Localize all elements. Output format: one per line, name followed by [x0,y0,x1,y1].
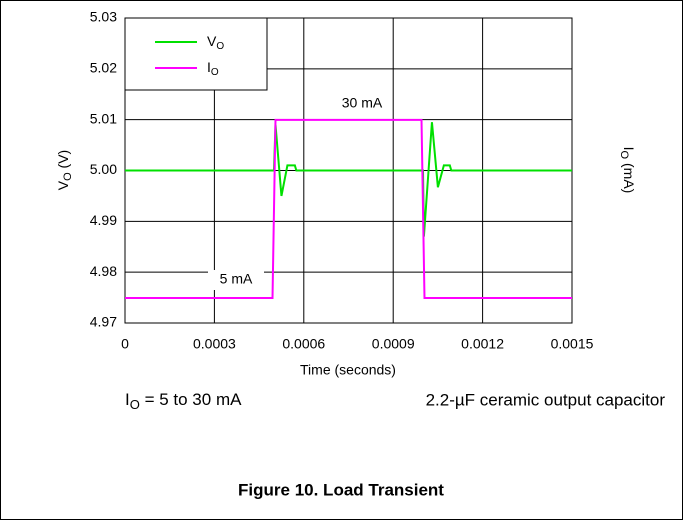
x-axis-label: Time (seconds) [300,362,396,378]
caption: Figure 10. Load Transient [238,480,444,499]
y2-label-rest: (mA) [621,159,637,193]
y2-label-sub: O [618,151,630,160]
x-tick-label: 0.0003 [193,336,236,352]
x-tick-label: 0.0015 [551,336,594,352]
y-tick-label: 5.02 [90,60,117,76]
annotation-bg [208,270,264,290]
x-tick-label: 0.0012 [461,336,504,352]
y-tick-label: 5.00 [90,161,117,177]
condition-left: IO = 5 to 30 mA [125,390,242,412]
annotation: 30 mA [342,95,383,111]
series-line [125,118,572,300]
legend-label: VO [207,33,224,52]
condition-right: 2.2-µF ceramic output capacitor [426,390,666,409]
y-label-main: V [55,180,71,190]
y-label-sub: O [62,172,74,181]
legend-box [124,17,268,91]
y2-axis-label: IO (mA) [618,147,637,194]
cond-rest: = 5 to 30 mA [140,390,242,409]
legend-name: I [207,59,211,75]
annotation: 5 mA [220,271,253,287]
y-axis-label: VO (V) [55,150,74,190]
cond-sub: O [130,397,140,412]
y2-label-main: I [621,147,637,151]
y-tick-label: 4.97 [90,314,117,330]
legend-sub: O [216,41,224,52]
y-tick-label: 4.99 [90,212,117,228]
y-tick-label: 4.98 [90,263,117,279]
x-tick-label: 0 [121,336,129,352]
x-tick-label: 0.0006 [282,336,325,352]
x-tick-label: 0.0009 [372,336,415,352]
y-tick-label: 5.01 [90,110,117,126]
legend-sub: O [211,67,219,78]
legend-name: V [207,33,217,49]
y-tick-label: 5.03 [90,9,117,25]
y-label-rest: (V) [55,150,71,173]
cond-main: I [125,390,130,409]
legend-label: IO [207,59,219,78]
